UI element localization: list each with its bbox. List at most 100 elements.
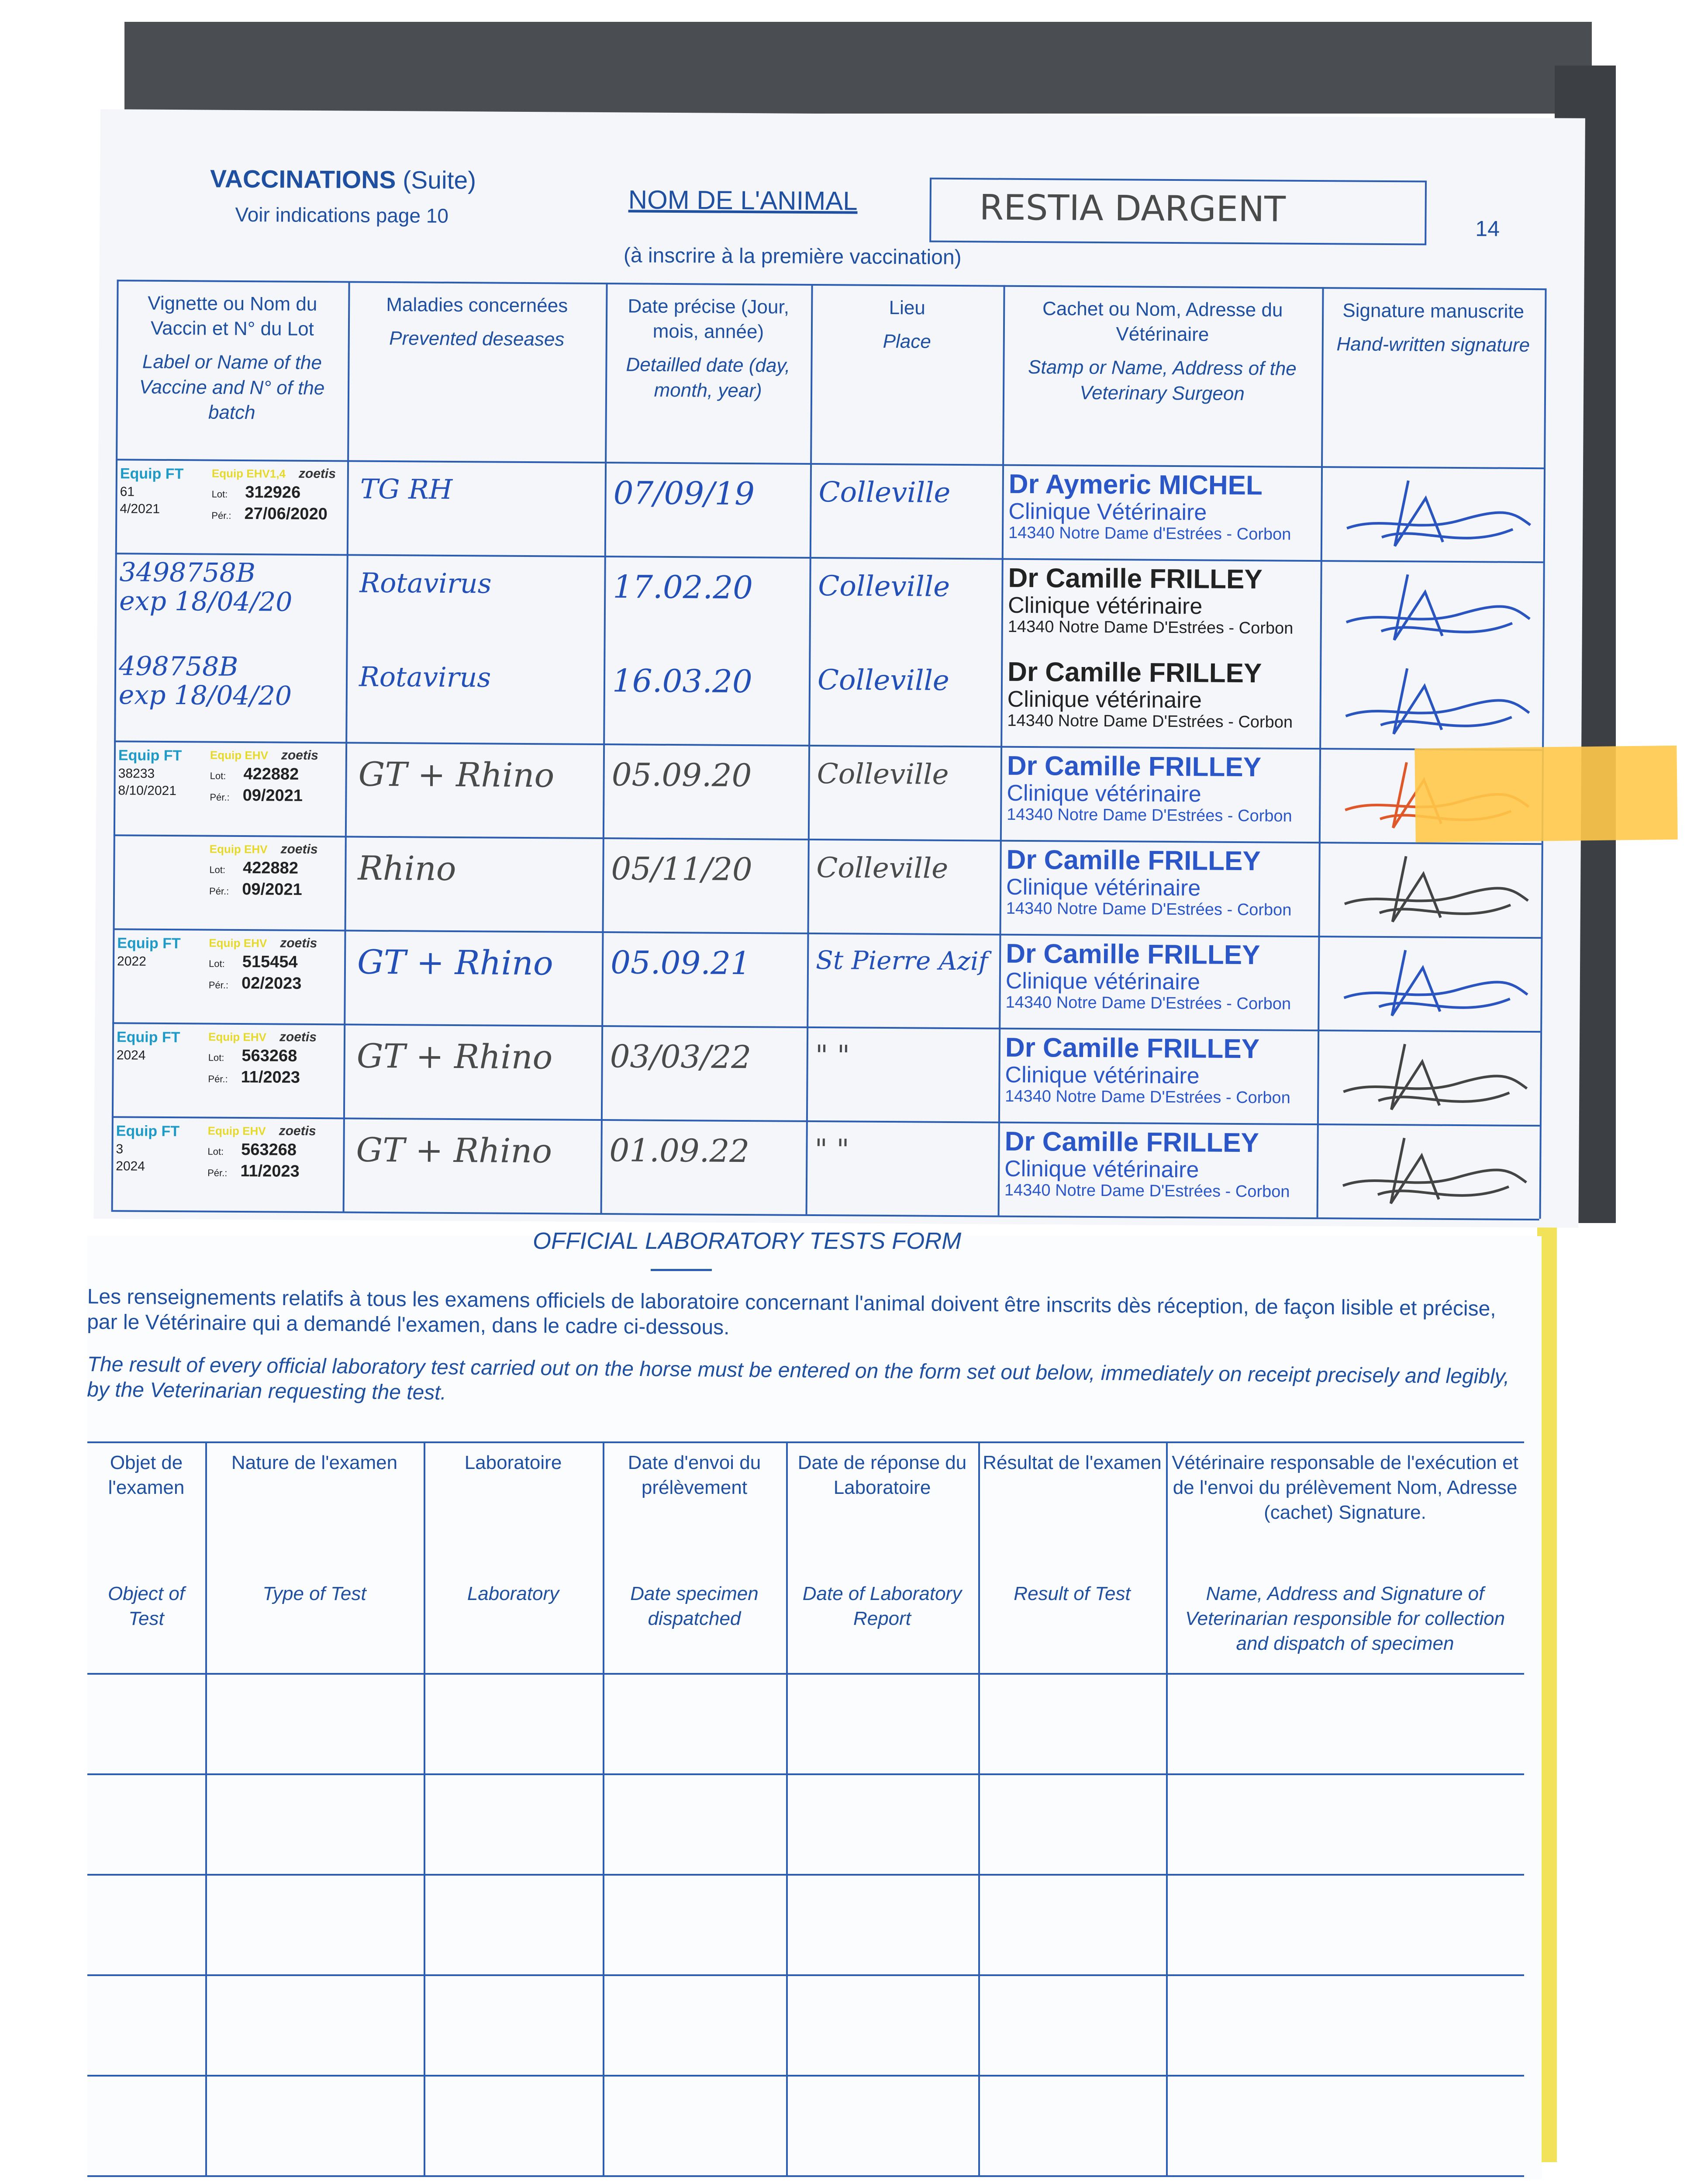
handwritten-signature <box>1343 950 1528 1016</box>
empty-entry-cell[interactable] <box>980 2077 1164 2174</box>
empty-entry-cell[interactable] <box>207 1775 422 1872</box>
vaccine-label-left: Equip FT 61 4/2021 <box>120 464 183 518</box>
empty-entry-cell[interactable] <box>425 1775 601 1872</box>
empty-entry-cell[interactable] <box>1168 1876 1522 1973</box>
clinic-address: 14340 Notre Dame D'Estrées - Corbon <box>1007 805 1292 826</box>
vet-stamp: Dr Camille FRILLEY Clinique vétérinaire 14… <box>1006 845 1292 920</box>
column-header-en: Name, Address and Signature of Veterinar… <box>1185 1583 1505 1655</box>
empty-entry-cell[interactable] <box>604 2077 784 2174</box>
empty-entry-cell[interactable] <box>207 2077 422 2174</box>
empty-entry-cell[interactable] <box>980 1775 1164 1872</box>
empty-entry-cell[interactable] <box>788 1876 976 1973</box>
disease-value: GT + Rhino <box>356 1036 553 1077</box>
sticky-note <box>1414 745 1678 843</box>
column-header: Maladies concernées Prevented deseases <box>352 292 603 352</box>
manufacturer-logo: zoetis <box>279 1030 317 1045</box>
clinic-name: Clinique vétérinaire <box>1007 592 1203 619</box>
column-header-en: Date specimen dispatched <box>630 1583 759 1630</box>
disease-value: GT + Rhino <box>356 1130 552 1171</box>
column-header-en: Object of Test <box>107 1583 185 1630</box>
expiry-row: Pér.: 11/2023 <box>207 1161 316 1183</box>
disease-value: GT + Rhino <box>358 754 555 795</box>
clinic-name: Clinique vétérinaire <box>1007 780 1201 807</box>
empty-entry-cell[interactable] <box>207 1675 422 1772</box>
empty-entry-cell[interactable] <box>89 1976 204 2073</box>
disease-value: Rhino <box>358 848 456 888</box>
vet-stamp: Dr Camille FRILLEY Clinique vétérinaire 14… <box>1005 939 1291 1014</box>
empty-entry-cell[interactable] <box>788 2077 976 2174</box>
vet-name: Dr Camille FRILLEY <box>1004 1126 1259 1158</box>
vaccine-exp-left: 2022 <box>117 954 146 969</box>
expiry-date: 11/2023 <box>240 1162 300 1181</box>
empty-entry-cell[interactable] <box>980 1876 1164 1973</box>
empty-entry-cell[interactable] <box>1168 1976 1522 2073</box>
empty-entry-cell[interactable] <box>425 1876 601 1973</box>
column-header: Vignette ou Nom du Vaccin et N° du Lot La… <box>120 290 345 425</box>
empty-entry-cell[interactable] <box>89 1876 204 1973</box>
column-header-fr: Maladies concernées <box>386 294 568 317</box>
animal-name-field[interactable]: RESTIA DARGENT <box>929 177 1427 245</box>
vaccine-exp-left: 8/10/2021 <box>118 783 177 798</box>
table-row: 498758B exp 18/04/20 Rotavirus 16.03.20 Coll… <box>97 651 1542 746</box>
empty-entry-cell[interactable] <box>980 1675 1164 1772</box>
vaccine-brand: Equip EHV <box>210 748 268 762</box>
empty-entry-cell[interactable] <box>788 1775 976 1872</box>
empty-entry-cell[interactable] <box>604 1876 784 1973</box>
manufacturer-logo: zoetis <box>281 748 319 763</box>
clinic-name: Clinique vétérinaire <box>1007 686 1202 713</box>
animal-name-note: (à inscrire à la première vaccination) <box>623 244 962 270</box>
batch-handwritten: exp 18/04/20 <box>118 680 292 712</box>
clinic-name: Clinique vétérinaire <box>1005 968 1201 995</box>
empty-entry-cell[interactable] <box>425 2077 601 2174</box>
empty-entry-cell[interactable] <box>980 1976 1164 2073</box>
expiry-row: Pér.: 27/06/2020 <box>211 503 335 525</box>
empty-entry-cell[interactable] <box>89 1775 204 1872</box>
column-header-en: Detailled date (day, month, year) <box>626 354 790 401</box>
lot-label: Lot: <box>208 1052 224 1063</box>
empty-entry-cell[interactable] <box>788 1675 976 1772</box>
section-title-text: VACCINATIONS <box>210 165 396 194</box>
row-divider <box>87 1974 1524 1976</box>
disease-value: Rotavirus <box>359 660 491 694</box>
empty-entry-cell[interactable] <box>1168 2077 1522 2174</box>
handwritten-signature <box>1342 1137 1527 1204</box>
date-value: 05.09.20 <box>611 756 752 794</box>
empty-entry-cell[interactable] <box>89 2077 204 2174</box>
vaccine-name: Equip FT <box>120 465 184 483</box>
column-header-en: Date of Laboratory Report <box>802 1583 962 1630</box>
column-header-fr: Résultat de l'examen <box>983 1452 1162 1473</box>
row-divider <box>87 1773 1524 1775</box>
clinic-address: 14340 Notre Dame d'Estrées - Corbon <box>1008 524 1291 544</box>
empty-entry-cell[interactable] <box>207 1876 422 1973</box>
column-header-fr: Vétérinaire responsable de l'exécution e… <box>1172 1452 1518 1524</box>
column-divider <box>978 1441 980 2175</box>
vaccine-label-left: Equip FT 38233 8/10/2021 <box>118 746 182 799</box>
manufacturer-logo: zoetis <box>280 842 318 857</box>
clinic-name: Clinique Vétérinaire <box>1008 498 1207 525</box>
lot-label: Lot: <box>211 488 228 500</box>
place-value: " " <box>814 1133 849 1166</box>
empty-entry-cell[interactable] <box>425 1675 601 1772</box>
per-label: Pér.: <box>209 885 229 897</box>
place-value: Colleville <box>818 476 951 509</box>
section-suffix: (Suite) <box>403 166 476 195</box>
empty-entry-cell[interactable] <box>604 1675 784 1772</box>
empty-entry-cell[interactable] <box>1168 1775 1522 1872</box>
animal-name-label: NOM DE L'ANIMAL <box>628 185 858 216</box>
empty-entry-cell[interactable] <box>604 1775 784 1872</box>
vet-name: Dr Aymeric MICHEL <box>1008 469 1263 501</box>
clinic-name: Clinique vétérinaire <box>1006 874 1201 901</box>
empty-entry-cell[interactable] <box>604 1976 784 2073</box>
row-divider <box>87 1874 1524 1876</box>
empty-entry-cell[interactable] <box>425 1976 601 2073</box>
vaccine-name: Equip FT <box>116 1123 180 1140</box>
date-value: 01.09.22 <box>609 1132 750 1170</box>
vaccine-brand: Equip EHV1,4 <box>211 467 286 480</box>
column-header-fr: Lieu <box>889 297 925 319</box>
empty-entry-cell[interactable] <box>788 1976 976 2073</box>
clinic-address: 14340 Notre Dame D'Estrées - Corbon <box>1006 899 1292 920</box>
empty-entry-cell[interactable] <box>207 1976 422 2073</box>
empty-entry-cell[interactable] <box>1168 1675 1522 1772</box>
lot-row: Lot: 563268 <box>207 1139 316 1161</box>
empty-entry-cell[interactable] <box>89 1675 204 1772</box>
